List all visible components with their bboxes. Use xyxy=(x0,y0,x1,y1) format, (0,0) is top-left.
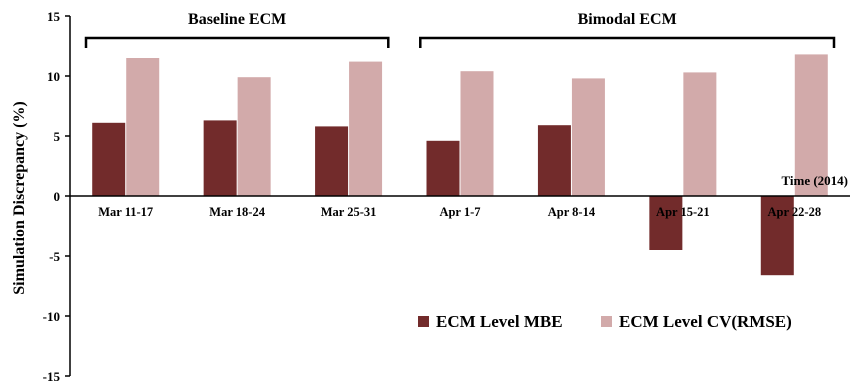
y-tick-label: -5 xyxy=(49,249,60,264)
x-tick-label: Apr 1-7 xyxy=(439,205,480,219)
bar-cvrmse-3 xyxy=(349,61,383,196)
bar-cvrmse-5 xyxy=(571,78,605,196)
y-axis: 15 10 5 0 -5 -10 -15 xyxy=(43,9,71,384)
group-bracket xyxy=(419,36,836,48)
y-tick-label: 15 xyxy=(47,9,61,24)
x-tick-label: Apr 15-21 xyxy=(656,205,710,219)
legend-label: ECM Level CV(RMSE) xyxy=(619,312,792,331)
group-label: Bimodal ECM xyxy=(578,11,677,28)
bars xyxy=(92,54,828,276)
group-brackets: Baseline ECM Bimodal ECM xyxy=(84,11,836,48)
bar-cvrmse-7 xyxy=(794,54,828,197)
group-bracket xyxy=(84,36,390,48)
bar-mbe-1 xyxy=(92,122,126,196)
y-tick-label: -15 xyxy=(43,369,61,384)
legend-label: ECM Level MBE xyxy=(436,312,563,331)
y-tick-label: 10 xyxy=(47,69,60,84)
x-tick-label: Mar 18-24 xyxy=(209,205,265,219)
bar-mbe-2 xyxy=(203,120,237,196)
bar-cvrmse-2 xyxy=(237,77,271,196)
y-tick-label: 5 xyxy=(54,129,61,144)
x-tick-label: Mar 11-17 xyxy=(98,205,153,219)
bar-cvrmse-6 xyxy=(683,72,717,196)
bar-mbe-6 xyxy=(649,196,683,250)
legend-swatch xyxy=(418,316,429,327)
x-tick-label: Apr 8-14 xyxy=(548,205,596,219)
y-tick-label: 0 xyxy=(54,189,61,204)
x-axis: Mar 11-17 Mar 18-24 Mar 25-31 Apr 1-7 Apr 8-… xyxy=(70,195,850,219)
x-axis-label: Time (2014) xyxy=(781,173,848,188)
bar-mbe-5 xyxy=(537,125,571,196)
bar-mbe-4 xyxy=(426,140,460,196)
y-tick-label: -10 xyxy=(43,309,60,324)
legend-swatch xyxy=(601,316,612,327)
x-tick-label: Mar 25-31 xyxy=(321,205,377,219)
x-tick-label: Apr 22-28 xyxy=(767,205,821,219)
bar-mbe-7 xyxy=(760,196,794,276)
group-label: Baseline ECM xyxy=(188,11,286,28)
bar-cvrmse-4 xyxy=(460,71,494,196)
bar-cvrmse-1 xyxy=(126,58,160,196)
bar-mbe-3 xyxy=(315,126,349,196)
legend: ECM Level MBE ECM Level CV(RMSE) xyxy=(418,312,792,331)
y-axis-label: Simulation Discrepancy (%) xyxy=(11,101,28,294)
